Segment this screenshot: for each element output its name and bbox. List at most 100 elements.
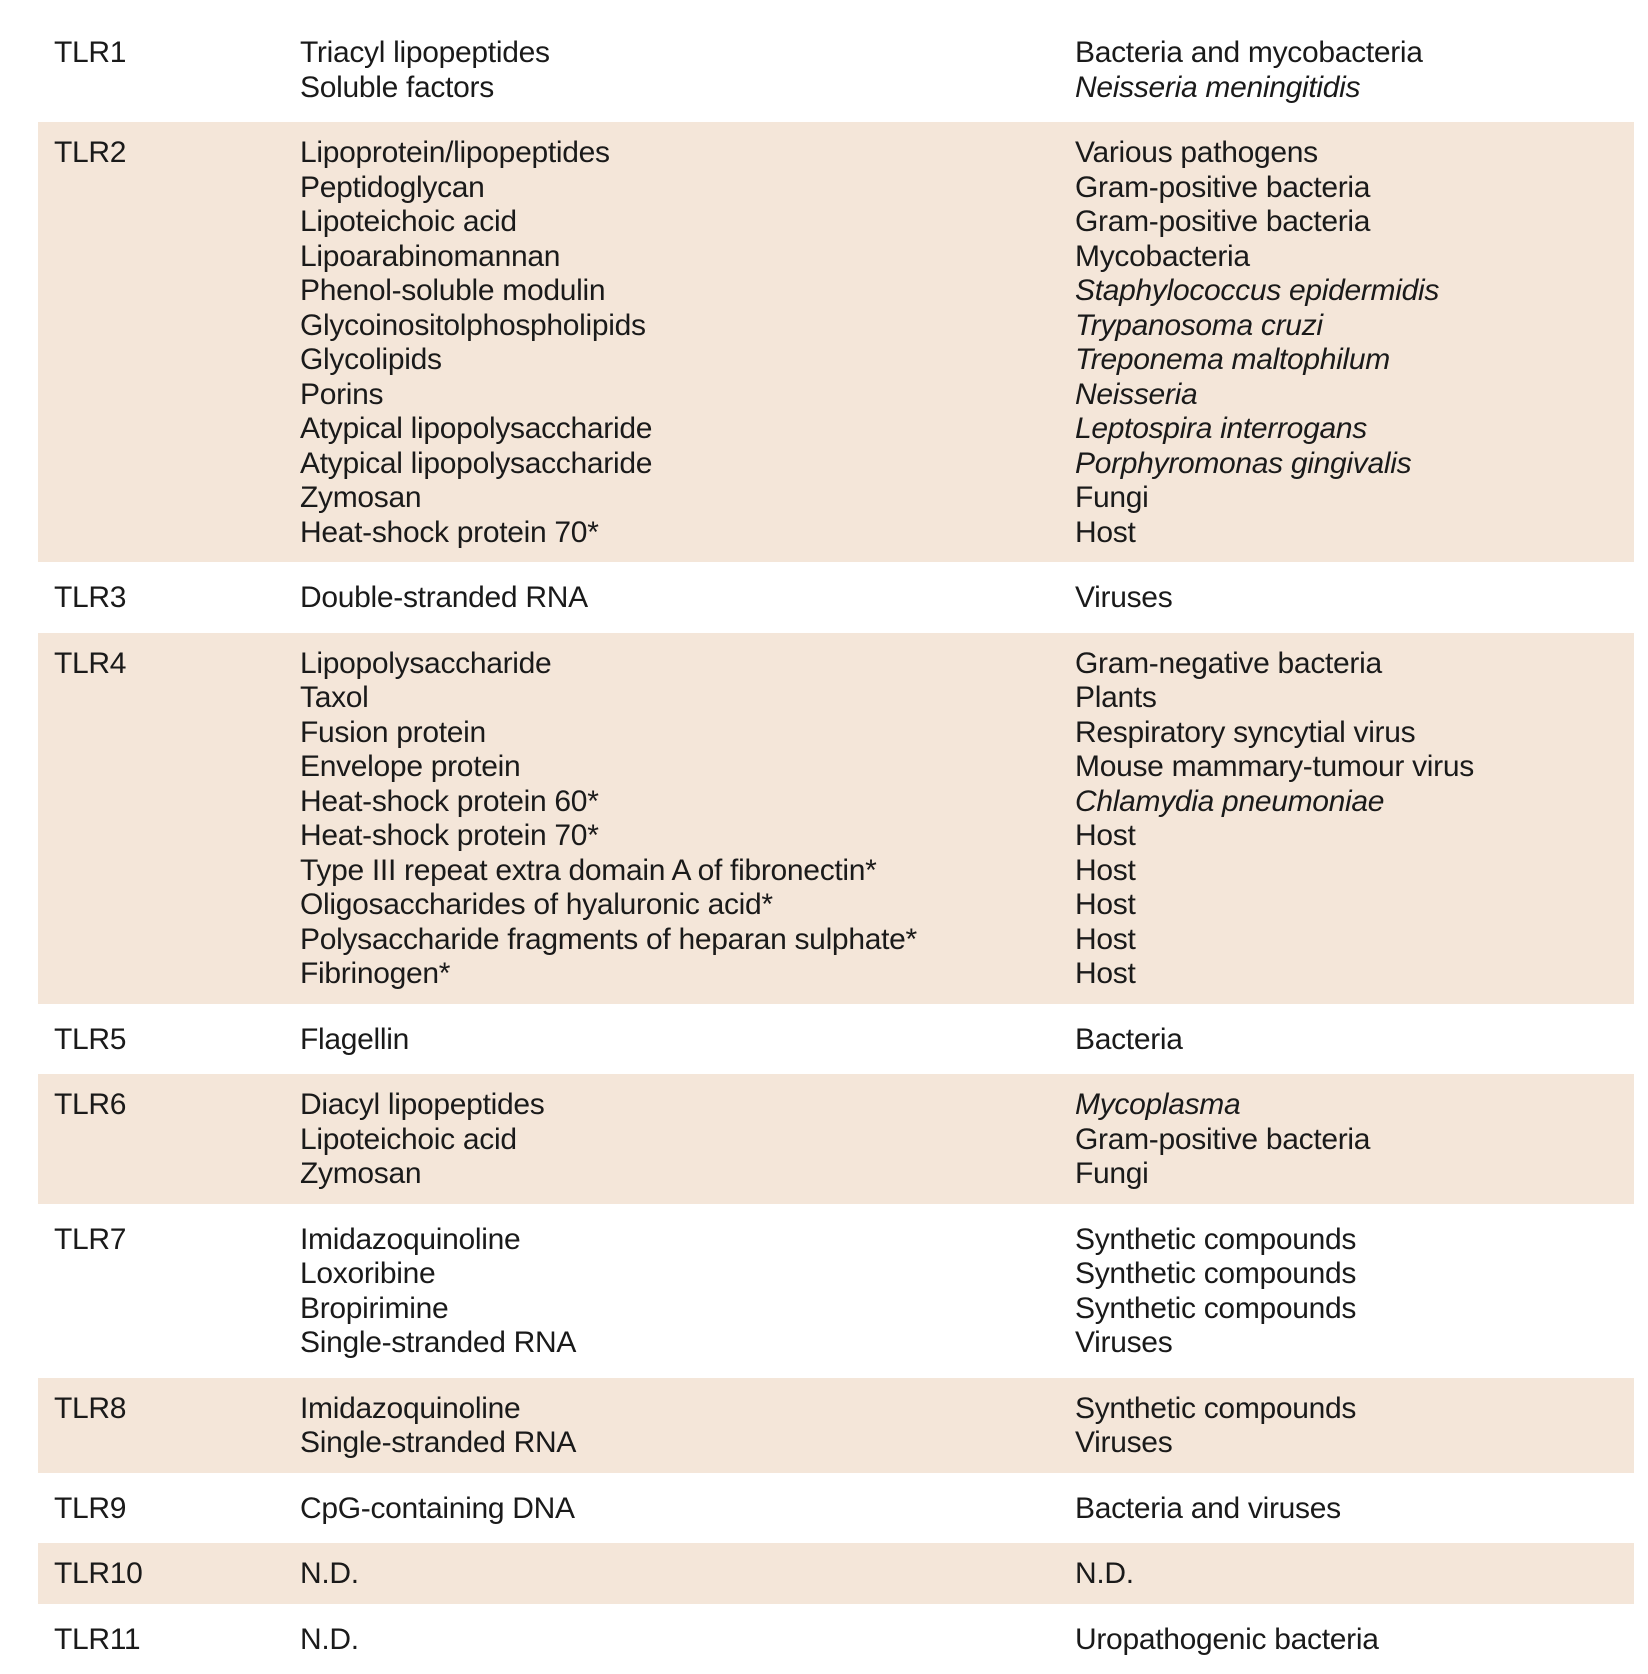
origin-text: Synthetic compounds xyxy=(1075,1222,1357,1256)
origin-cell: Bacteria and viruses xyxy=(1075,1492,1634,1527)
origin-text: Mouse mammary-tumour virus xyxy=(1075,750,1474,783)
origin-text: Viruses xyxy=(1075,1426,1173,1459)
receptor-cell: TLR2 xyxy=(54,136,127,169)
ligand-cell: CpG-containing DNA xyxy=(300,1492,1075,1527)
ligand-text: Glycoinositolphospholipids xyxy=(300,308,646,342)
origin-text: Fungi xyxy=(1075,1157,1149,1190)
origin-text: Gram-positive bacteria xyxy=(1075,1122,1371,1156)
origin-cell: Various pathogens Gram-positive bacteria G… xyxy=(1075,136,1634,550)
receptor-cell: TLR5 xyxy=(54,1022,127,1056)
origin-cell: Gram-negative bacteria Plants Respiratory … xyxy=(1075,647,1634,992)
receptor-cell: TLR4 xyxy=(54,646,127,680)
ligand-cell: Diacyl lipopeptides Lipoteichoic acid Zymo… xyxy=(300,1088,1075,1192)
origin-text: Fungi xyxy=(1075,481,1149,514)
receptor-cell: TLR6 xyxy=(54,1088,127,1121)
ligand-text: Porins xyxy=(300,377,384,411)
table-row-tlr9: TLR9 CpG-containing DNA Bacteria and virus… xyxy=(38,1478,1634,1539)
ligand-text: Atypical lipopolysaccharide xyxy=(300,412,653,445)
table-row-tlr6: TLR6 Diacyl lipopeptides Lipoteichoic acid… xyxy=(38,1074,1634,1204)
ligand-text: Polysaccharide fragments of heparan sulp… xyxy=(300,922,917,956)
ligand-text: Single-stranded RNA xyxy=(300,1326,577,1359)
origin-text: Host xyxy=(1075,819,1136,852)
origin-text: Synthetic compounds xyxy=(1075,1257,1357,1290)
ligand-text: Imidazoquinoline xyxy=(300,1391,521,1425)
table-row-tlr8: TLR8 Imidazoquinoline Single-stranded RNA S… xyxy=(38,1377,1634,1473)
table-row-tlr1: TLR1 Triacyl lipopeptides Soluble factors B… xyxy=(38,22,1634,117)
ligand-text: Envelope protein xyxy=(300,750,521,783)
table-row-tlr7: TLR7 Imidazoquinoline Loxoribine Bropirimin… xyxy=(38,1209,1634,1373)
origin-cell: Bacteria xyxy=(1075,1023,1634,1058)
ligand-text: CpG-containing DNA xyxy=(300,1491,575,1525)
origin-text: Plants xyxy=(1075,681,1157,714)
ligand-text: Heat-shock protein 60* xyxy=(300,784,599,818)
ligand-text: Lipopolysaccharide xyxy=(300,646,552,680)
ligand-cell: Double-stranded RNA xyxy=(300,581,1075,616)
origin-text: Mycoplasma xyxy=(1075,1088,1241,1121)
ligand-text: Heat-shock protein 70* xyxy=(300,819,599,852)
ligand-text: N.D. xyxy=(300,1622,359,1656)
origin-cell: Uropathogenic bacteria xyxy=(1075,1623,1634,1658)
ligand-text: Phenol-soluble modulin xyxy=(300,274,606,307)
origin-cell: Mycoplasma Gram-positive bacteria Fungi xyxy=(1075,1088,1634,1192)
origin-text: Chlamydia pneumoniae xyxy=(1075,784,1385,818)
origin-text: Host xyxy=(1075,515,1136,549)
ligand-text: Peptidoglycan xyxy=(300,170,485,204)
ligand-cell: Imidazoquinoline Loxoribine Bropirimine Sin… xyxy=(300,1223,1075,1361)
ligand-cell: Triacyl lipopeptides Soluble factors xyxy=(300,36,1075,105)
ligand-text: Lipoteichoic acid xyxy=(300,1122,517,1156)
origin-cell: Viruses xyxy=(1075,581,1634,616)
ligand-cell: N.D. xyxy=(300,1623,1075,1658)
ligand-cell: Lipopolysaccharide Taxol Fusion protein Env… xyxy=(300,647,1075,992)
origin-text: Leptospira interrogans xyxy=(1075,412,1367,445)
ligand-text: Taxol xyxy=(300,681,369,714)
ligand-text: Zymosan xyxy=(300,481,422,514)
origin-text: Gram-positive bacteria xyxy=(1075,205,1371,238)
origin-text: Mycobacteria xyxy=(1075,239,1250,273)
ligand-text: Glycolipids xyxy=(300,343,442,376)
ligand-text: Zymosan xyxy=(300,1157,422,1190)
ligand-text: Lipoteichoic acid xyxy=(300,205,517,238)
ligand-cell: Flagellin xyxy=(300,1023,1075,1058)
origin-text: Porphyromonas gingivalis xyxy=(1075,446,1412,480)
receptor-cell: TLR11 xyxy=(54,1622,141,1656)
ligand-text: Fibrinogen* xyxy=(300,957,451,990)
ligand-text: Single-stranded RNA xyxy=(300,1426,577,1459)
origin-text: Bacteria and viruses xyxy=(1075,1491,1341,1525)
origin-text: Synthetic compounds xyxy=(1075,1391,1357,1425)
ligand-text: N.D. xyxy=(300,1557,359,1590)
receptor-cell: TLR9 xyxy=(54,1491,127,1525)
origin-text: Respiratory syncytial virus xyxy=(1075,715,1416,749)
origin-text: Host xyxy=(1075,853,1136,887)
table-row-tlr5: TLR5 Flagellin Bacteria xyxy=(38,1009,1634,1070)
table-row-tlr10: TLR10 N.D. N.D. xyxy=(38,1543,1634,1604)
origin-text: Bacteria xyxy=(1075,1022,1183,1056)
receptor-cell: TLR3 xyxy=(54,581,127,614)
origin-text: Viruses xyxy=(1075,581,1173,614)
ligand-text: Triacyl lipopeptides xyxy=(300,36,550,69)
receptor-cell: TLR10 xyxy=(54,1557,143,1590)
origin-text: Treponema maltophilum xyxy=(1075,343,1390,376)
table-row-tlr3: TLR3 Double-stranded RNA Viruses xyxy=(38,567,1634,628)
origin-text: Host xyxy=(1075,888,1136,921)
tlr-ligand-table: TLR1 Triacyl lipopeptides Soluble factors B… xyxy=(38,22,1634,1674)
ligand-cell: Imidazoquinoline Single-stranded RNA xyxy=(300,1392,1075,1461)
receptor-cell: TLR7 xyxy=(54,1222,127,1256)
origin-text: Host xyxy=(1075,922,1136,956)
ligand-text: Double-stranded RNA xyxy=(300,581,588,614)
origin-text: Bacteria and mycobacteria xyxy=(1075,36,1423,69)
ligand-text: Lipoprotein/lipopeptides xyxy=(300,136,610,169)
origin-text: Host xyxy=(1075,957,1136,990)
receptor-cell: TLR8 xyxy=(54,1391,127,1425)
ligand-text: Bropirimine xyxy=(300,1291,449,1325)
ligand-text: Diacyl lipopeptides xyxy=(300,1088,545,1121)
ligand-text: Loxoribine xyxy=(300,1257,436,1290)
origin-text: Trypanosoma cruzi xyxy=(1075,308,1323,342)
origin-text: Gram-positive bacteria xyxy=(1075,170,1371,204)
origin-cell: Bacteria and mycobacteria Neisseria menin… xyxy=(1075,36,1634,105)
ligand-text: Flagellin xyxy=(300,1022,410,1056)
ligand-cell: N.D. xyxy=(300,1557,1075,1592)
origin-text: Staphylococcus epidermidis xyxy=(1075,274,1440,307)
origin-text: Uropathogenic bacteria xyxy=(1075,1622,1379,1656)
ligand-text: Lipoarabinomannan xyxy=(300,239,561,273)
ligand-cell: Lipoprotein/lipopeptides Peptidoglycan Lip… xyxy=(300,136,1075,550)
